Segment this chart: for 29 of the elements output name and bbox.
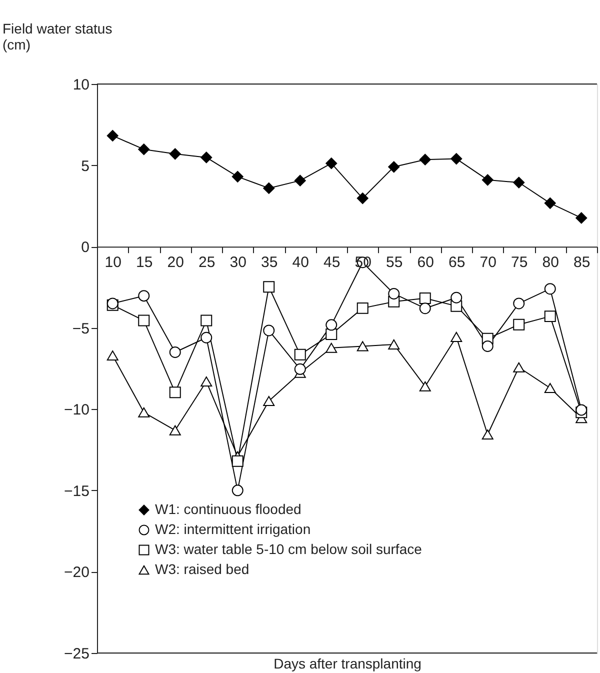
x-tick-label: 80 <box>542 254 559 272</box>
x-axis-title: Days after transplanting <box>274 656 422 672</box>
legend-label: W3: raised bed <box>155 561 250 577</box>
x-tick-label: 25 <box>198 254 216 272</box>
y-tick-label: −25 <box>64 646 90 662</box>
x-tick-label: 30 <box>230 254 246 272</box>
x-tick-label: 10 <box>104 254 122 272</box>
legend-label: W3: water table 5-10 cm below soil surface <box>155 541 422 557</box>
x-tick-label: 60 <box>417 254 434 272</box>
legend-label: W2: intermittent irrigation <box>155 521 311 537</box>
y-tick-label: 10 <box>72 76 90 94</box>
x-tick-label: 85 <box>574 254 590 272</box>
x-tick-label: 45 <box>324 254 340 272</box>
x-tick-label: 65 <box>448 254 466 272</box>
y-tick-label: −5 <box>72 320 90 338</box>
x-tick-label: 75 <box>511 254 528 272</box>
y-tick-label: −10 <box>64 402 90 419</box>
y-tick-label: 5 <box>81 158 90 175</box>
y-axis-title: Field water status (cm) <box>2 20 112 52</box>
x-tick-label: 70 <box>480 254 496 272</box>
y-tick-label: −15 <box>64 482 90 500</box>
legend-label: W1: continuous flooded <box>155 501 302 517</box>
x-tick-label: 40 <box>292 254 309 272</box>
y-tick-label: −20 <box>64 564 90 582</box>
y-tick-label: 0 <box>81 239 90 256</box>
x-tick-label: 55 <box>386 254 403 272</box>
x-tick-label: 20 <box>167 254 184 272</box>
x-tick-label: 35 <box>261 254 278 272</box>
x-tick-label: 15 <box>136 254 153 272</box>
